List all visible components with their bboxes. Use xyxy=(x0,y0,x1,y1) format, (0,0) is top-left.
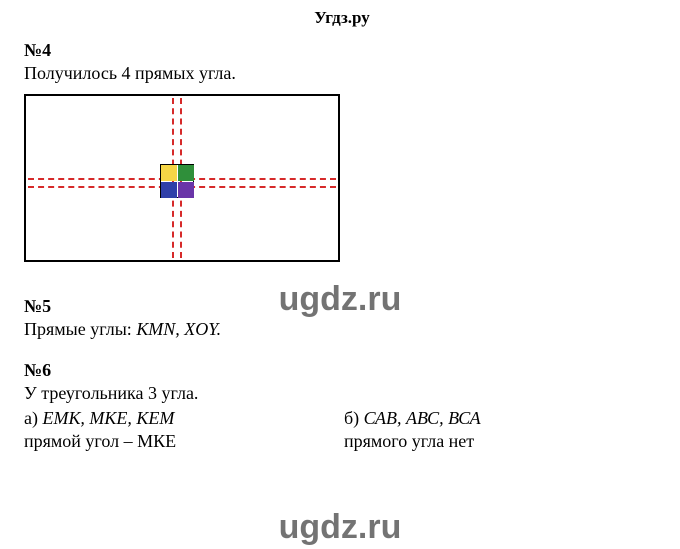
ex6-col-a-line1: а) ЕМК, МКЕ, КЕМ xyxy=(24,408,344,429)
ex6-a-line2: прямой угол – МКЕ xyxy=(24,431,344,452)
ex6-b-angles: САВ, АВС, ВСА xyxy=(364,408,481,428)
ex6-b-label: б) xyxy=(344,408,364,428)
ex4-rectangle xyxy=(24,94,340,262)
ex6-a-angles: ЕМК, МКЕ, КЕМ xyxy=(42,408,174,428)
ex4-title: №4 xyxy=(24,40,660,61)
ex5-text: Прямые углы: КМN, XOY. xyxy=(24,319,660,340)
ex5-title: №5 xyxy=(24,296,660,317)
quadrant-br xyxy=(178,182,194,198)
ex4-text: Получилось 4 прямых угла. xyxy=(24,63,660,84)
ex5-text-prefix: Прямые углы: xyxy=(24,319,136,339)
quadrant-tl xyxy=(161,165,177,181)
ex6-title: №6 xyxy=(24,360,660,381)
quadrant-bl xyxy=(161,182,177,198)
center-square xyxy=(160,164,194,198)
ex5-angles: КМN, XOY. xyxy=(136,319,221,339)
ex6-col-b-line1: б) САВ, АВС, ВСА xyxy=(344,408,660,429)
ex6-b-line2: прямого угла нет xyxy=(344,431,660,452)
quadrant-tr xyxy=(178,165,194,181)
watermark: ugdz.ru xyxy=(279,508,402,547)
ex6-a-label: а) xyxy=(24,408,42,428)
site-header: Угдз.ру xyxy=(24,8,660,28)
ex6-text: У треугольника 3 угла. xyxy=(24,383,660,404)
